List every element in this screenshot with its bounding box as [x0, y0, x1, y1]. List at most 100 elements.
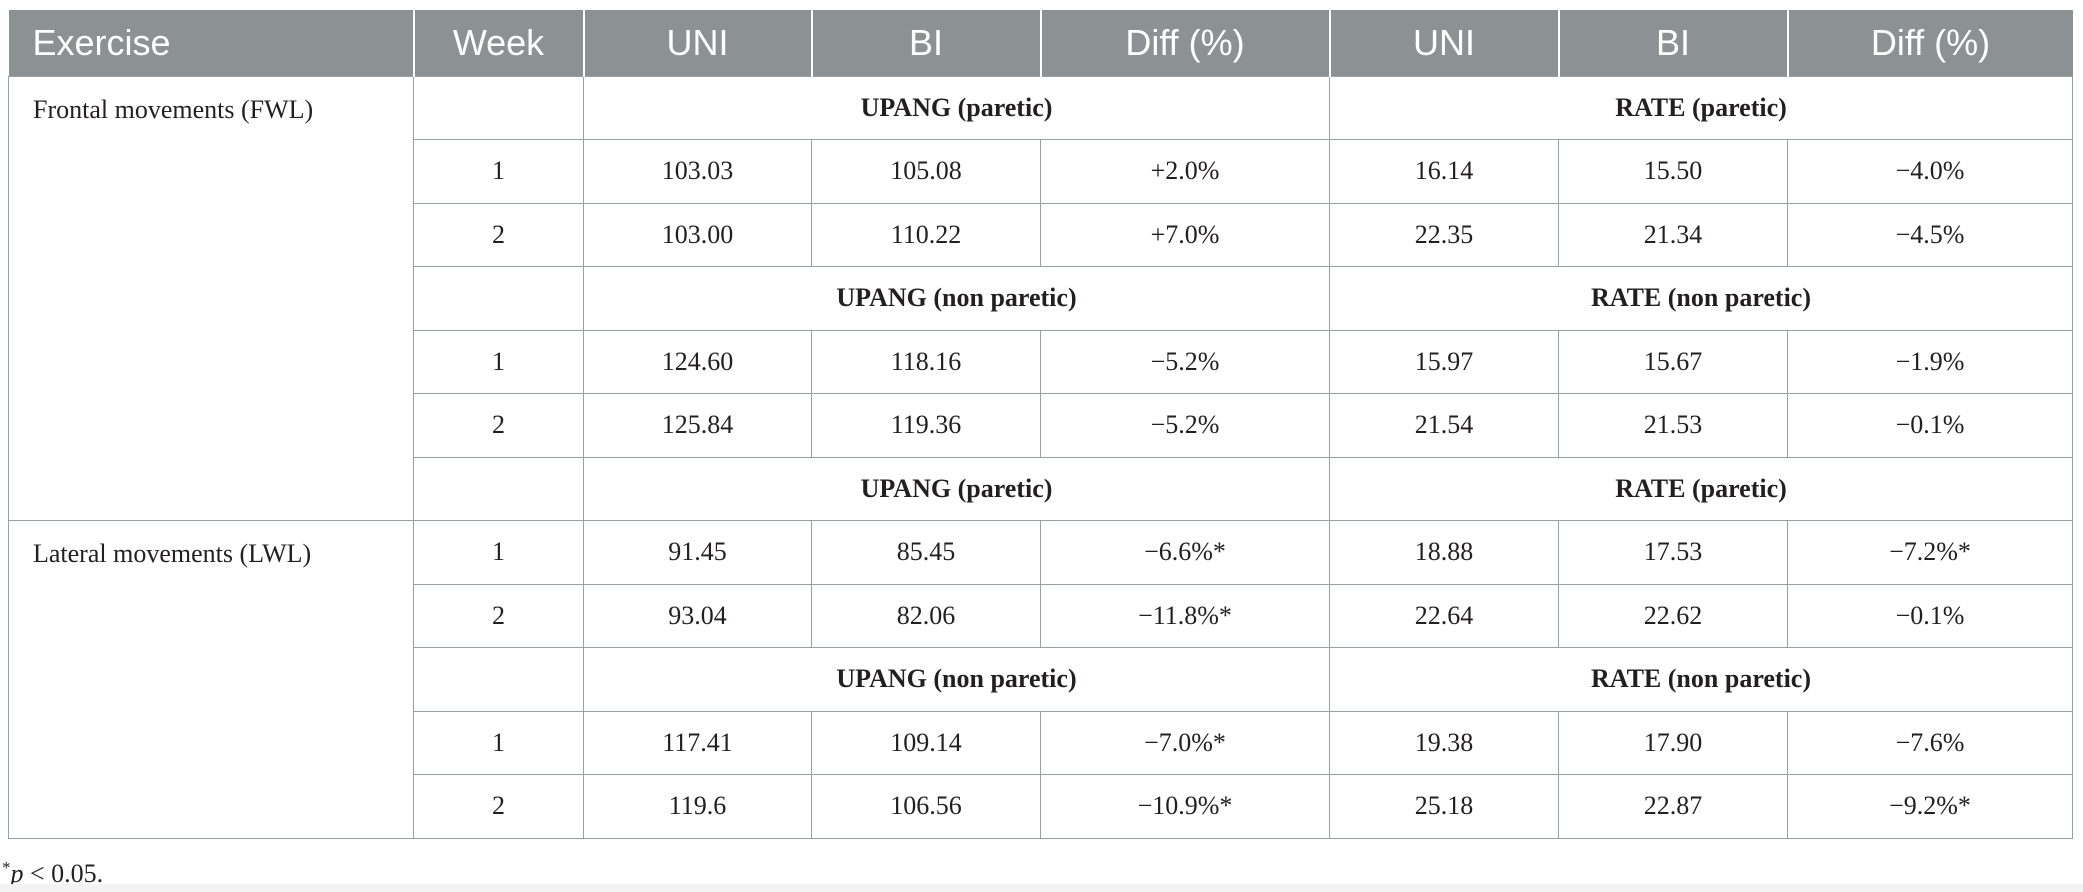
bi-upang-cell: 109.14 [811, 710, 1041, 775]
uni-upang-cell: 93.04 [583, 583, 812, 648]
bi-upang-cell: 105.08 [811, 139, 1041, 204]
week-cell: 2 [413, 774, 584, 839]
table-row: 2 93.04 82.06 −11.8%* 22.64 22.62 −0.1% [9, 583, 2073, 648]
week-cell: 1 [413, 710, 584, 775]
bi-rate-cell: 17.90 [1558, 710, 1788, 775]
diff-rate-cell: −1.9% [1787, 329, 2073, 394]
uni-rate-cell: 19.38 [1329, 710, 1559, 775]
results-table: Exercise Week UNI BI Diff (%) UNI BI Dif… [8, 10, 2073, 839]
diff-upang-cell: +2.0% [1040, 139, 1330, 204]
bi-upang-cell: 82.06 [811, 583, 1041, 648]
week-cell-empty [413, 456, 584, 521]
diff-upang-cell: −5.2% [1040, 393, 1330, 458]
table-header: Exercise Week UNI BI Diff (%) UNI BI Dif… [8, 10, 2073, 76]
footnote-text: < 0.05. [23, 859, 104, 888]
bottom-strip [0, 884, 2083, 892]
header-diff-upang: Diff (%) [1039, 10, 1330, 76]
diff-upang-cell: −10.9%* [1040, 774, 1330, 839]
week-cell-empty [413, 75, 584, 140]
bi-rate-cell: 22.87 [1558, 774, 1788, 839]
exercise-cell-lateral: Lateral movements (LWL) [8, 520, 414, 839]
uni-upang-cell: 91.45 [583, 520, 812, 585]
bi-rate-cell: 21.34 [1558, 202, 1788, 267]
diff-rate-cell: −4.5% [1787, 202, 2073, 267]
subheader-row: Frontal movements (FWL) UPANG (paretic) … [8, 75, 2073, 521]
subheader-row: UPANG (non paretic) RATE (non paretic) [9, 266, 2073, 331]
diff-upang-cell: +7.0% [1040, 202, 1330, 267]
week-cell: 2 [413, 202, 584, 267]
week-cell: 2 [413, 393, 584, 458]
header-diff-rate: Diff (%) [1786, 10, 2073, 76]
bi-upang-cell: 118.16 [811, 329, 1041, 394]
subheader-left: UPANG (non paretic) [583, 647, 1330, 712]
diff-rate-cell: −7.6% [1787, 710, 2073, 775]
header-bi-rate: BI [1557, 10, 1788, 76]
diff-upang-cell: −6.6%* [1040, 520, 1330, 585]
bi-rate-cell: 17.53 [1558, 520, 1788, 585]
uni-rate-cell: 22.64 [1329, 583, 1559, 648]
uni-rate-cell: 18.88 [1329, 520, 1559, 585]
uni-upang-cell: 124.60 [583, 329, 812, 394]
uni-upang-cell: 119.6 [583, 774, 812, 839]
bi-upang-cell: 110.22 [811, 202, 1041, 267]
bi-rate-cell: 21.53 [1558, 393, 1788, 458]
subheader-left: UPANG (paretic) [583, 75, 1330, 140]
header-uni-upang: UNI [582, 10, 812, 76]
uni-rate-cell: 21.54 [1329, 393, 1559, 458]
table-row: 2 125.84 119.36 −5.2% 21.54 21.53 −0.1% [9, 393, 2073, 458]
table-row: 1 124.60 118.16 −5.2% 15.97 15.67 −1.9% [9, 329, 2073, 394]
week-cell-empty [413, 266, 584, 331]
table-footnote: *p < 0.05. [2, 858, 2083, 892]
uni-upang-cell: 103.03 [583, 139, 812, 204]
header-bi-upang: BI [810, 10, 1041, 76]
table-body: Frontal movements (FWL) UPANG (paretic) … [8, 75, 2073, 839]
header-uni-rate: UNI [1328, 10, 1559, 76]
header-exercise: Exercise [8, 10, 414, 76]
diff-upang-cell: −5.2% [1040, 329, 1330, 394]
diff-upang-cell: −7.0%* [1040, 710, 1330, 775]
subheader-left: UPANG (non paretic) [583, 266, 1330, 331]
subheader-row: UPANG (non paretic) RATE (non paretic) [9, 647, 2073, 712]
uni-rate-cell: 22.35 [1329, 202, 1559, 267]
diff-rate-cell: −9.2%* [1787, 774, 2073, 839]
footnote-marker: * [2, 858, 11, 877]
diff-rate-cell: −7.2%* [1787, 520, 2073, 585]
table-row: 2 119.6 106.56 −10.9%* 25.18 22.87 −9.2%… [9, 774, 2073, 839]
uni-upang-cell: 125.84 [583, 393, 812, 458]
exercise-cell-frontal: Frontal movements (FWL) [8, 75, 414, 521]
diff-upang-cell: −11.8%* [1040, 583, 1330, 648]
diff-rate-cell: −4.0% [1787, 139, 2073, 204]
table-row: Lateral movements (LWL) 1 91.45 85.45 −6… [8, 520, 2073, 839]
diff-rate-cell: −0.1% [1787, 583, 2073, 648]
uni-rate-cell: 16.14 [1329, 139, 1559, 204]
subheader-row: UPANG (paretic) RATE (paretic) [9, 456, 2073, 521]
subheader-right: RATE (paretic) [1329, 75, 2073, 140]
header-row: Exercise Week UNI BI Diff (%) UNI BI Dif… [8, 10, 2073, 76]
uni-upang-cell: 117.41 [583, 710, 812, 775]
uni-rate-cell: 15.97 [1329, 329, 1559, 394]
week-cell: 1 [413, 329, 584, 394]
table-row: 2 103.00 110.22 +7.0% 22.35 21.34 −4.5% [9, 202, 2073, 267]
header-week: Week [412, 10, 584, 76]
uni-upang-cell: 103.00 [583, 202, 812, 267]
subheader-right: RATE (non paretic) [1329, 647, 2073, 712]
table-row: 1 117.41 109.14 −7.0%* 19.38 17.90 −7.6% [9, 710, 2073, 775]
diff-rate-cell: −0.1% [1787, 393, 2073, 458]
bi-upang-cell: 106.56 [811, 774, 1041, 839]
subheader-left: UPANG (paretic) [583, 456, 1330, 521]
week-cell: 1 [413, 139, 584, 204]
bi-upang-cell: 85.45 [811, 520, 1041, 585]
week-cell-empty [413, 647, 584, 712]
bi-rate-cell: 22.62 [1558, 583, 1788, 648]
week-cell: 2 [413, 583, 584, 648]
subheader-right: RATE (paretic) [1329, 456, 2073, 521]
bi-upang-cell: 119.36 [811, 393, 1041, 458]
subheader-right: RATE (non paretic) [1329, 266, 2073, 331]
uni-rate-cell: 25.18 [1329, 774, 1559, 839]
table-row: 1 103.03 105.08 +2.0% 16.14 15.50 −4.0% [9, 139, 2073, 204]
week-cell: 1 [413, 520, 584, 585]
footnote-p: p [10, 859, 24, 888]
bi-rate-cell: 15.67 [1558, 329, 1788, 394]
bi-rate-cell: 15.50 [1558, 139, 1788, 204]
